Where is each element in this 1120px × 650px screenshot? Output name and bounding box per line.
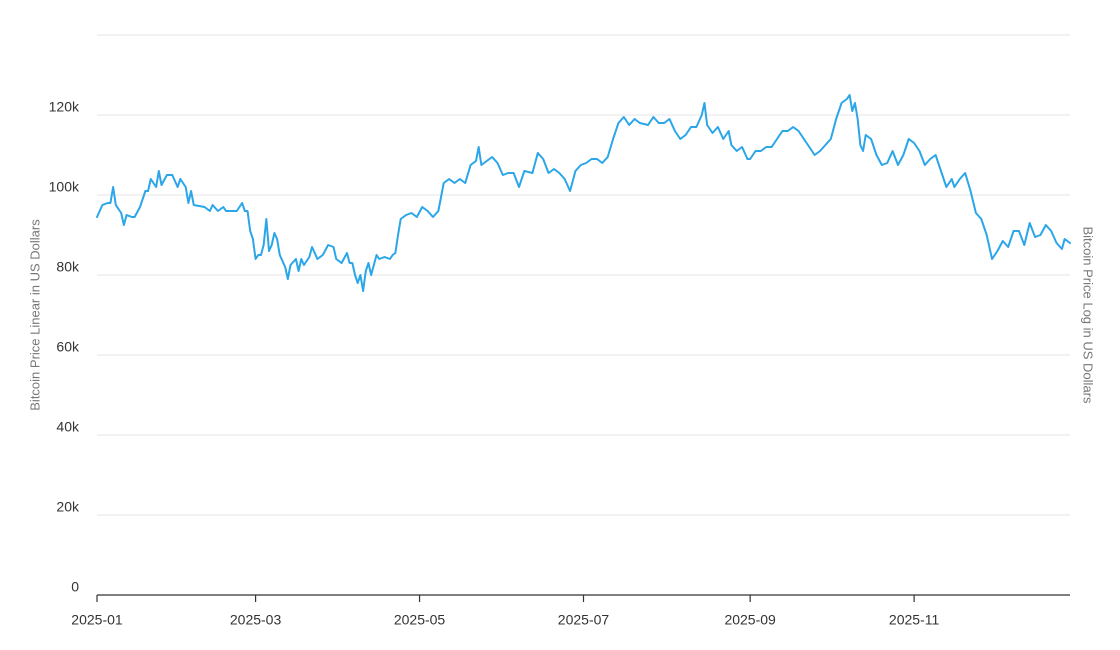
y-tick-label: 20k [56,499,80,515]
y-tick-label: 60k [56,339,80,355]
x-tick-label: 2025-11 [889,612,940,628]
x-tick-label: 2025-07 [558,612,610,628]
x-tick-label: 2025-09 [724,612,776,628]
y-tick-label: 120k [49,99,80,115]
x-tick-label: 2025-05 [394,612,446,628]
y2-axis-title: Bitcoin Price Log in US Dollars [1081,226,1096,404]
y-tick-label: 0 [71,579,79,595]
y-tick-label: 100k [49,179,80,195]
x-tick-label: 2025-03 [230,612,282,628]
y-axis-title: Bitcoin Price Linear in US Dollars [27,219,42,411]
x-tick-label: 2025-01 [71,612,123,628]
y-tick-label: 80k [56,259,80,275]
y-tick-label: 40k [56,419,80,435]
price-line [96,94,1071,292]
